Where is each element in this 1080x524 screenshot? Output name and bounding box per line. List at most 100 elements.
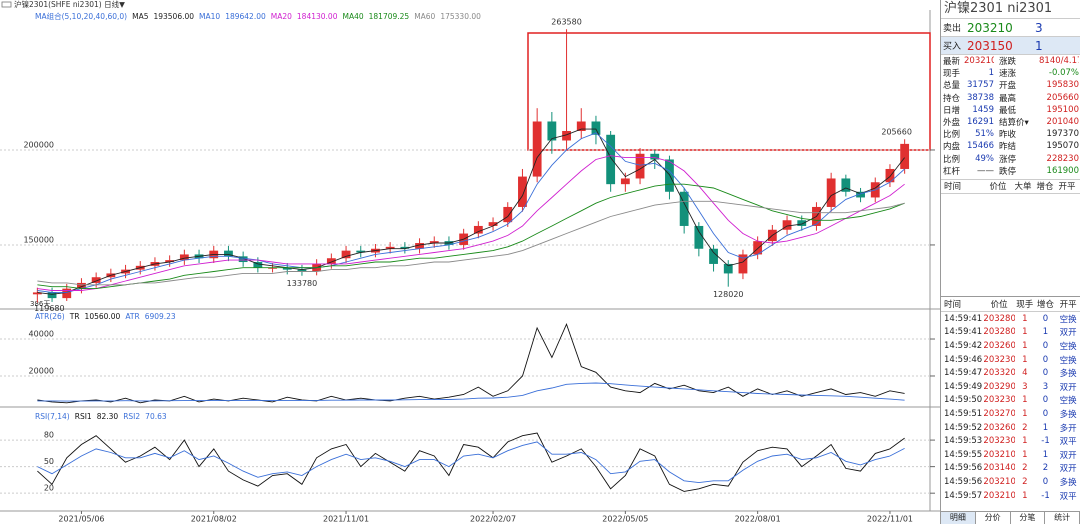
tab[interactable]: 分笔: [1011, 512, 1046, 524]
trade-cell: 14:59:47: [944, 368, 983, 379]
field-value: 49%: [975, 153, 994, 164]
trade-cell: 203260: [983, 340, 1015, 351]
candle-body: [488, 222, 498, 226]
legend: ATR(26) TR 10560.00 ATR 6909.23: [35, 312, 176, 321]
candle-body: [797, 220, 807, 226]
trade-cell: 203230: [983, 354, 1015, 365]
series-line: [37, 432, 905, 492]
field-row: 杠杆 —— 跌停 161900: [941, 165, 1080, 177]
panel-title: 沪镍2301 ni2301: [941, 0, 1080, 19]
candle-body: [282, 267, 292, 270]
x-tick-label: 2022/08/01: [735, 515, 781, 524]
candle-body: [415, 243, 424, 249]
legend-text: MA组合(5,10,20,40,60,0): [35, 11, 127, 21]
trades-box: 时间 价位 现手 增仓 开平 14:59:41 203280 1 0 空换 14:59:41 2032…: [941, 296, 1080, 502]
candle-body: [694, 225, 704, 249]
value-label: 128020: [713, 290, 744, 299]
legend-text: MA5: [132, 12, 149, 21]
trade-row: 14:59:56 203140 2 2 双开: [941, 462, 1080, 476]
trade-row: 14:59:56 203210 2 0 多换: [941, 475, 1080, 489]
trade-cell: 2: [1022, 463, 1028, 474]
price: 203150: [967, 38, 1013, 53]
field-label: 比例: [943, 130, 961, 141]
trade-cell: 14:59:41: [944, 313, 983, 324]
field-value: 1: [988, 68, 994, 79]
field-label: 涨停: [999, 154, 1017, 165]
trade-cell: 14:59:51: [944, 408, 983, 419]
quote-panel: 沪镍2301 ni2301 卖出 203210 3 买入 203150 1 最新 203210…: [940, 0, 1080, 524]
candle-body: [503, 206, 513, 223]
field-value: 1459: [972, 104, 994, 115]
annotation: 386天: [30, 300, 50, 308]
candle-body: [782, 220, 792, 230]
trade-cell: 1: [1022, 340, 1028, 351]
field-label: 跌停: [999, 166, 1017, 177]
trade-cell: 14:59:52: [944, 422, 983, 433]
candle-body: [32, 292, 42, 295]
trade-cell: 0: [1042, 354, 1049, 365]
trade-cell: 203260: [983, 422, 1015, 433]
header-cell: 时间: [944, 300, 962, 310]
field-row: 比例 51% 昨收 197370: [941, 128, 1080, 140]
legend-text: TR: [69, 312, 80, 321]
field-label: 涨跌: [999, 57, 1017, 68]
candle-body: [77, 282, 86, 289]
trade-cell: 0: [1042, 340, 1049, 351]
trade-cell: 1: [1042, 449, 1049, 460]
trade-row: 14:59:53 203230 1 -1 双平: [941, 434, 1080, 448]
trade-row: 14:59:55 203210 1 1 双开: [941, 448, 1080, 462]
trade-cell: 0: [1042, 368, 1049, 379]
candle-body: [620, 178, 630, 185]
candle-body: [91, 277, 101, 283]
y-tick-label: 150000: [23, 235, 54, 244]
header-cell: 价位: [990, 300, 1008, 310]
trade-row: 14:59:46 203230 1 0 空换: [941, 353, 1080, 367]
field-value: 201040: [1046, 117, 1079, 128]
field-value: 205660: [1046, 92, 1079, 103]
x-tick-label: 2022/11/01: [867, 515, 913, 524]
y-tick-label: 20: [44, 484, 54, 493]
label: 买入: [943, 42, 962, 52]
trade-cell: 多换: [1059, 477, 1077, 488]
legend-text: ATR: [125, 312, 139, 321]
trade-cell: 双开: [1059, 328, 1077, 339]
legend-text: 193506.00: [153, 12, 194, 21]
tab[interactable]: 统计: [1045, 512, 1080, 524]
series-line: [37, 322, 905, 404]
candle-body: [268, 267, 277, 269]
legend-text: MA10: [199, 12, 220, 21]
field-label: 内盘: [943, 142, 961, 153]
field-value: 15466: [966, 141, 994, 152]
field-label: 杠杆: [943, 166, 961, 177]
volume: 1: [1035, 38, 1043, 53]
header-cell: 开平: [1058, 182, 1076, 193]
header-cell: 大单: [1014, 182, 1032, 193]
legend-text: MA20: [271, 12, 292, 21]
candle-body: [576, 121, 586, 131]
legend: RSI(7,14) RSI1 82.30 RSI2 70.63: [35, 412, 167, 421]
trade-cell: 1: [1022, 327, 1028, 338]
candle-body: [679, 191, 689, 226]
trade-cell: 14:59:49: [944, 381, 983, 392]
trade-cell: 双平: [1059, 437, 1077, 448]
candle-body: [723, 263, 733, 274]
field-value: -0.07%: [1048, 68, 1079, 79]
trade-cell: 203280: [983, 313, 1015, 324]
tab[interactable]: 分价: [976, 512, 1011, 524]
x-tick-label: 2021/11/01: [323, 515, 369, 524]
legend-text: 175330.00: [440, 12, 481, 21]
trade-cell: 4: [1022, 368, 1028, 379]
trade-row: 14:59:42 203260 1 0 空换: [941, 339, 1080, 353]
candle-body: [841, 178, 851, 192]
field-value: 8140/4.17%: [1039, 56, 1079, 67]
x-tick-label: 2022/02/07: [470, 515, 516, 524]
candle-body: [518, 176, 527, 207]
field-label: 最低: [999, 105, 1017, 116]
field-value: 195100: [1046, 104, 1079, 115]
tab[interactable]: 明细: [941, 512, 976, 524]
trade-cell: 2: [1022, 422, 1028, 433]
candle-body: [297, 269, 307, 272]
field-label: 持仓: [943, 93, 961, 104]
trade-cell: 双平: [1059, 491, 1077, 502]
